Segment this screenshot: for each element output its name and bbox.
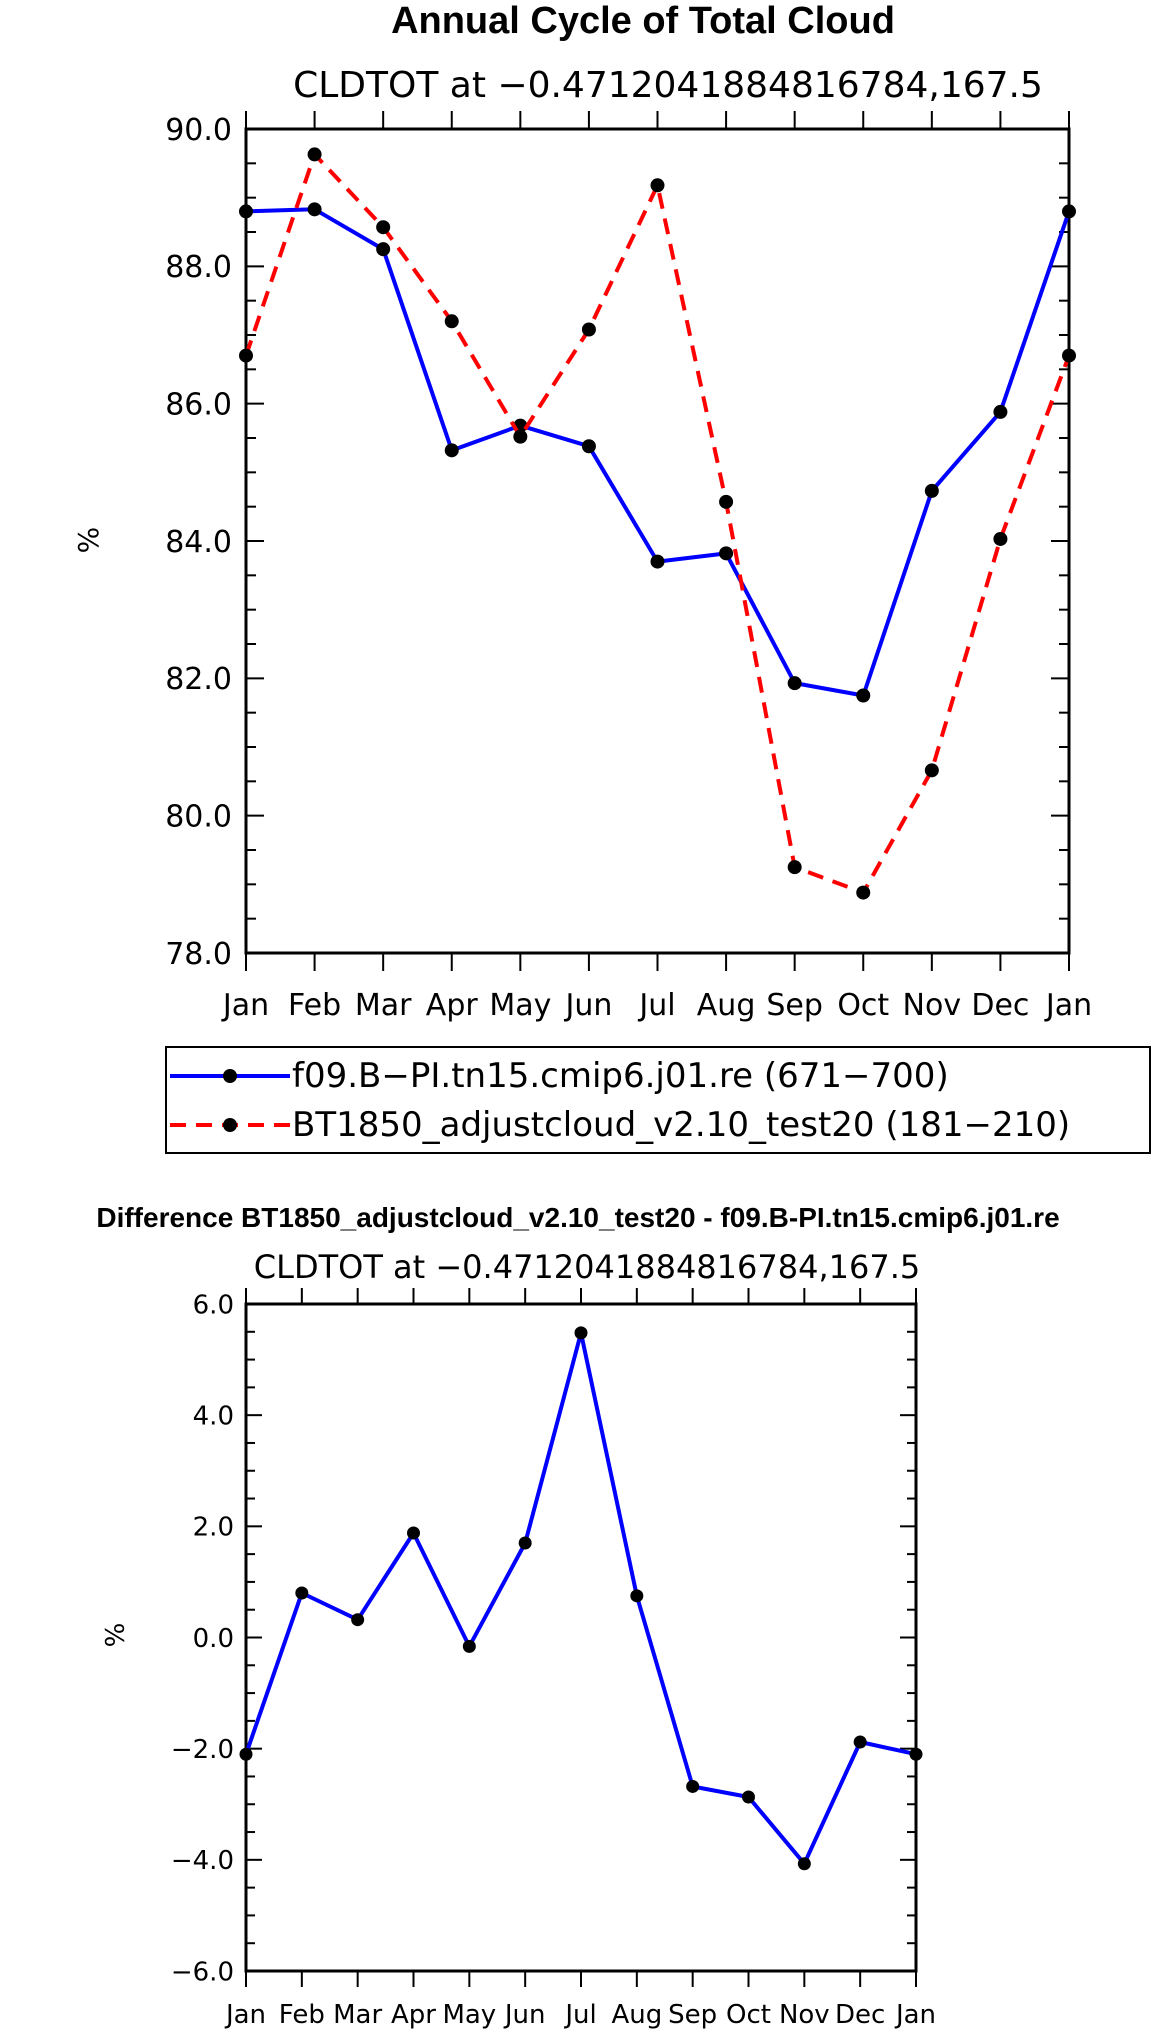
bottom-series-1-point [909, 1747, 923, 1761]
top-plot-frame [244, 127, 1071, 955]
top-series-2-point [856, 885, 871, 900]
bottom-y-tick-label: 6.0 [193, 1290, 234, 1320]
legend-label-series-2: BT1850_adjustcloud_v2.10_test20 (181−210… [292, 1105, 1070, 1145]
bottom-series-1-point [239, 1747, 253, 1761]
bottom-x-tick-label: Jul [563, 2000, 596, 2030]
bottom-plot-frame [244, 1302, 918, 1973]
bottom-series-1-point [462, 1639, 476, 1653]
top-x-tick-label: Jul [637, 988, 675, 1023]
top-series-1-point [444, 443, 459, 458]
top-series-1-point [787, 676, 802, 691]
bottom-series-1-point [797, 1857, 811, 1871]
legend-frame [165, 1046, 1151, 1154]
top-y-tick-label: 78.0 [165, 937, 232, 972]
top-y-tick-label: 88.0 [165, 250, 232, 285]
top-x-tick-label: Nov [903, 988, 962, 1023]
bottom-series-1-line [244, 1330, 917, 1866]
top-series-2-point [239, 348, 253, 363]
top-series-2-point [307, 147, 322, 162]
top-x-tick-label: Sep [766, 988, 823, 1023]
bottom-x-tick-label: Feb [279, 2000, 325, 2030]
bottom-series-1-point [686, 1779, 700, 1793]
top-y-axis-label: % [72, 527, 105, 554]
bottom-chart-title: Difference BT1850_adjustcloud_v2.10_test… [96, 1202, 1059, 1233]
top-series-1-point [376, 242, 391, 257]
top-y-tick-label: 84.0 [165, 525, 232, 560]
bottom-x-tick-label: Aug [611, 2000, 662, 2030]
top-x-tick-label: Jan [221, 988, 269, 1023]
bottom-x-tick-label: Mar [333, 2000, 382, 2030]
bottom-series-1-point [407, 1526, 420, 1540]
top-series-1-point [924, 483, 939, 498]
bottom-y-axis-label: % [101, 1623, 131, 1648]
top-series-2-point [993, 531, 1008, 546]
top-x-tick-label: Dec [971, 988, 1029, 1023]
top-series-2-point [444, 314, 459, 329]
bottom-x-tick-label: Oct [726, 2000, 771, 2030]
top-series-1-point [650, 554, 665, 569]
top-series-2-point [376, 220, 391, 235]
top-x-tick-label: Jan [1044, 988, 1092, 1023]
bottom-series-1-point [742, 1790, 755, 1804]
top-chart: 78.0 80.0 82.0 84.0 86.0 88.0 90.0 Jan Feb Mar Apr… [165, 111, 1092, 1023]
top-series-2-point [787, 860, 802, 875]
bottom-x-tick-label: Apr [391, 2000, 436, 2030]
top-y-tick-label: 90.0 [165, 113, 232, 148]
top-x-tick-label: Jun [563, 988, 612, 1023]
top-x-tick-label: Feb [288, 988, 341, 1023]
bottom-x-tick-label: Jun [503, 2000, 546, 2030]
top-series-1-point [307, 202, 322, 217]
bottom-series-1-point [853, 1735, 867, 1749]
top-series-1-point [1062, 204, 1076, 219]
top-series-2-point [1062, 348, 1076, 363]
top-x-tick-label: May [489, 988, 551, 1023]
bottom-series-1-point [295, 1586, 309, 1600]
bottom-y-tick-label: 2.0 [193, 1513, 234, 1543]
top-series-1-point [719, 546, 734, 561]
top-series-1-point [581, 439, 596, 454]
bottom-y-tick-label: −6.0 [171, 1957, 234, 1987]
bottom-y-tick-label: −2.0 [171, 1735, 234, 1765]
legend-marker-series-1 [223, 1069, 237, 1083]
top-series-1-line [245, 207, 1071, 698]
top-series-2-point [719, 494, 734, 509]
top-x-tick-label: Oct [837, 988, 889, 1023]
bottom-y-tick-label: 0.0 [193, 1624, 234, 1654]
bottom-x-tick-label: Sep [668, 2000, 717, 2030]
top-chart-subtitle: CLDTOT at −0.4712041884816784,167.5 [293, 65, 1043, 106]
top-y-tick-label: 82.0 [165, 662, 232, 697]
top-series-2-point [581, 322, 596, 337]
bottom-y-tick-label: 4.0 [193, 1402, 234, 1432]
top-y-tick-label: 86.0 [165, 387, 232, 422]
bottom-x-tick-label: Dec [835, 2000, 885, 2030]
top-x-tick-label: Apr [426, 988, 479, 1023]
top-series-2-point [924, 763, 939, 778]
bottom-x-tick-label: Nov [779, 2000, 830, 2030]
bottom-x-tick-label: Jan [894, 2000, 936, 2030]
top-chart-legend: f09.B−PI.tn15.cmip6.j01.re (671−700) BT1… [165, 1046, 1151, 1154]
top-series-1-point [239, 204, 253, 219]
bottom-series-1-point [574, 1326, 588, 1340]
bottom-series-1-point [351, 1613, 365, 1627]
top-series-2-line [244, 152, 1071, 895]
bottom-x-tick-label: Jan [224, 2000, 266, 2030]
top-series-1-point [993, 404, 1008, 419]
top-series-2-point [513, 429, 528, 444]
top-series-2-point [650, 178, 665, 193]
top-chart-title: Annual Cycle of Total Cloud [391, 0, 895, 42]
bottom-x-tick-label: May [442, 2000, 496, 2030]
legend-marker-series-2 [223, 1118, 237, 1132]
bottom-series-1-point [518, 1536, 532, 1550]
top-series-1-point [856, 688, 871, 703]
legend-label-series-1: f09.B−PI.tn15.cmip6.j01.re (671−700) [292, 1056, 949, 1096]
top-y-tick-label: 80.0 [165, 799, 232, 834]
bottom-chart-subtitle: CLDTOT at −0.4712041884816784,167.5 [254, 1248, 920, 1286]
top-x-tick-label: Aug [697, 988, 756, 1023]
bottom-y-tick-label: −4.0 [171, 1846, 234, 1876]
top-x-tick-label: Mar [355, 988, 412, 1023]
bottom-series-1-point [630, 1589, 644, 1603]
